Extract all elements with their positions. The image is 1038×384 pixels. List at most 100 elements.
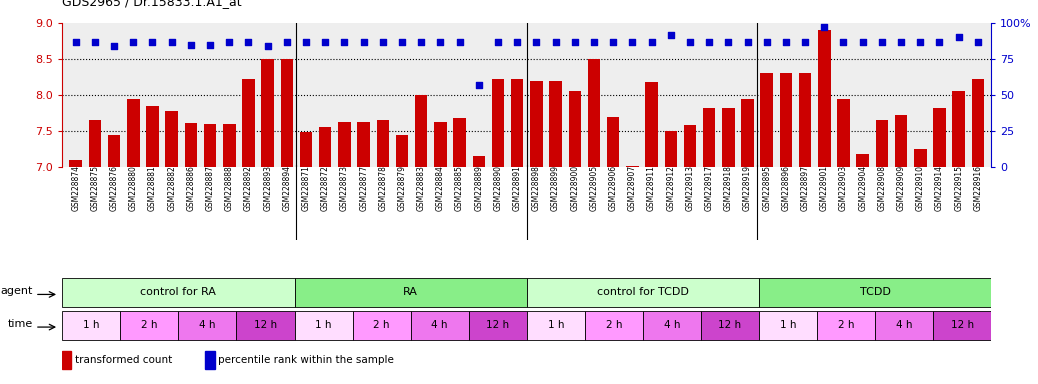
Bar (741, 99, 754, 384)
Text: GSM228915: GSM228915 (954, 165, 963, 211)
Text: GSM228896: GSM228896 (782, 165, 790, 211)
Point (797, 39, 814, 45)
Bar (761, 73, 773, 384)
Bar (280, 59, 293, 384)
Point (585, 39, 602, 45)
Point (298, 39, 315, 45)
Text: GSM228907: GSM228907 (628, 165, 637, 211)
Text: GSM228897: GSM228897 (800, 165, 810, 211)
Text: GSM228885: GSM228885 (455, 165, 464, 211)
Bar (588, 59, 600, 384)
Bar (127, 99, 139, 384)
Bar (295, 278, 527, 308)
Point (490, 39, 507, 45)
Bar (203, 124, 216, 384)
Bar (914, 149, 927, 384)
Bar (703, 108, 715, 384)
Text: GSM228877: GSM228877 (359, 165, 368, 211)
Text: GSM228913: GSM228913 (685, 165, 694, 211)
Text: GSM228891: GSM228891 (513, 165, 522, 211)
Bar (62, 278, 295, 308)
Text: GSM228916: GSM228916 (974, 165, 982, 211)
Point (547, 39, 564, 45)
Point (470, 82, 487, 88)
Text: RA: RA (403, 287, 418, 297)
Bar (300, 132, 312, 384)
Bar (353, 311, 411, 340)
Bar (338, 122, 351, 384)
Text: GSM228888: GSM228888 (225, 165, 234, 211)
Text: transformed count: transformed count (75, 355, 172, 365)
Point (125, 39, 141, 45)
Text: GSM228887: GSM228887 (206, 165, 215, 211)
Point (720, 39, 737, 45)
Point (874, 39, 891, 45)
Bar (120, 311, 179, 340)
Text: GSM228905: GSM228905 (590, 165, 599, 211)
Bar (569, 91, 581, 384)
Bar (108, 135, 120, 384)
Text: 4 h: 4 h (663, 320, 680, 330)
Bar (607, 117, 620, 384)
Point (260, 43, 276, 49)
Text: GSM228906: GSM228906 (608, 165, 618, 211)
Point (759, 39, 775, 45)
Bar (875, 311, 933, 340)
Point (816, 24, 832, 30)
Text: GSM228914: GSM228914 (935, 165, 944, 211)
Text: 12 h: 12 h (951, 320, 974, 330)
Text: GSM228880: GSM228880 (129, 165, 138, 211)
Point (662, 31, 679, 38)
Text: GSM228919: GSM228919 (743, 165, 752, 211)
Text: GSM228901: GSM228901 (820, 165, 828, 211)
Bar (262, 59, 274, 384)
Bar (185, 123, 197, 384)
Point (393, 39, 410, 45)
Text: GSM228871: GSM228871 (302, 165, 310, 211)
Text: 1 h: 1 h (780, 320, 796, 330)
Bar (549, 81, 562, 384)
Text: GSM228918: GSM228918 (723, 165, 733, 211)
Bar (646, 82, 658, 384)
Text: GSM228917: GSM228917 (705, 165, 714, 211)
Point (912, 39, 929, 45)
Text: control for RA: control for RA (140, 287, 216, 297)
Text: GSM228910: GSM228910 (916, 165, 925, 211)
Bar (377, 120, 389, 384)
Text: 2 h: 2 h (605, 320, 622, 330)
Bar (237, 311, 295, 340)
Bar (722, 108, 735, 384)
Bar (492, 79, 504, 384)
Point (854, 39, 871, 45)
Point (183, 41, 199, 48)
Point (644, 39, 660, 45)
Bar (62, 351, 72, 369)
Point (413, 39, 430, 45)
Point (163, 39, 180, 45)
Bar (933, 108, 946, 384)
Bar (818, 30, 830, 384)
Bar (415, 95, 428, 384)
Bar (799, 73, 812, 384)
Bar (895, 115, 907, 384)
Text: GSM228883: GSM228883 (416, 165, 426, 211)
Point (739, 39, 756, 45)
Bar (434, 122, 446, 384)
Bar (701, 311, 759, 340)
Text: 4 h: 4 h (199, 320, 216, 330)
Bar (206, 351, 215, 369)
Text: GSM228882: GSM228882 (167, 165, 176, 211)
Bar (526, 278, 759, 308)
Text: GSM228904: GSM228904 (858, 165, 867, 211)
Point (452, 39, 468, 45)
Bar (626, 166, 638, 384)
Text: control for TCDD: control for TCDD (597, 287, 689, 297)
Bar (454, 118, 466, 384)
Text: percentile rank within the sample: percentile rank within the sample (218, 355, 394, 365)
Text: GSM228899: GSM228899 (551, 165, 561, 211)
Point (221, 39, 238, 45)
Point (240, 39, 256, 45)
Bar (357, 122, 370, 384)
Bar (953, 91, 965, 384)
Bar (876, 120, 889, 384)
